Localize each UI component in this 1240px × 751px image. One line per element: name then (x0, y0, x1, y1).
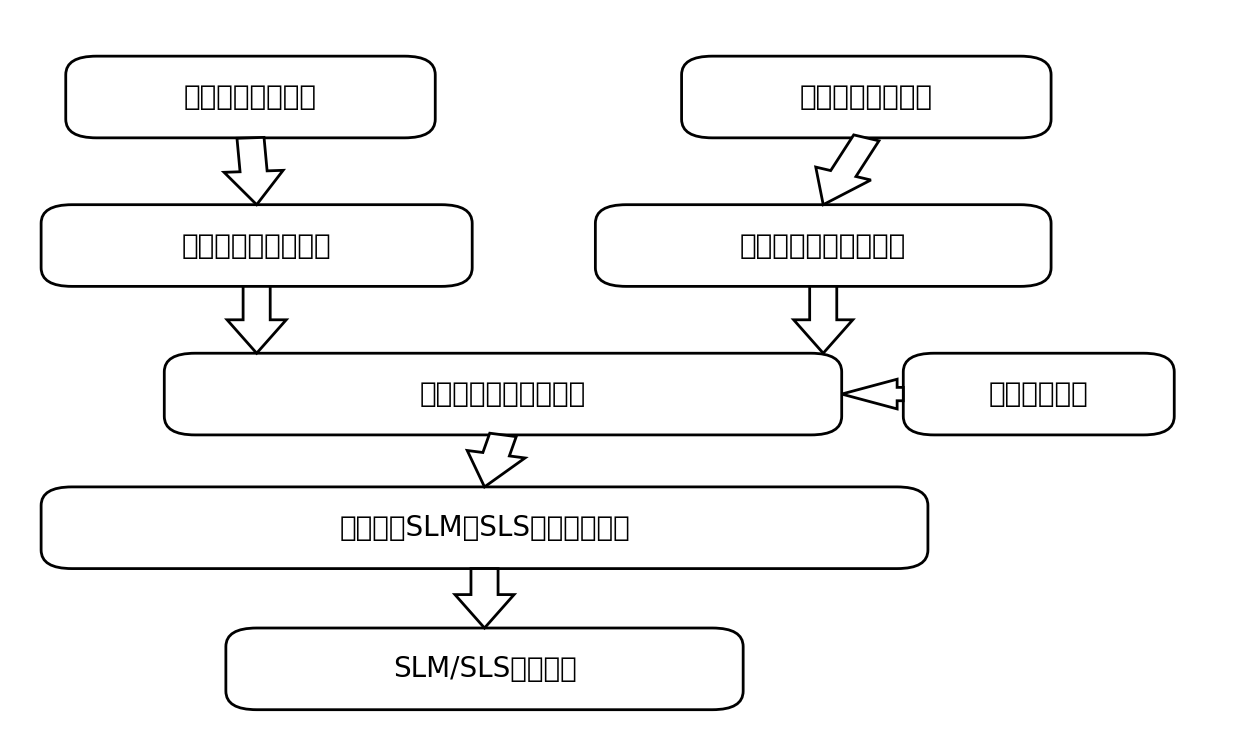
Polygon shape (467, 433, 525, 487)
Polygon shape (224, 137, 283, 205)
Text: 读取三维模型切片数据: 读取三维模型切片数据 (420, 380, 587, 408)
Polygon shape (794, 286, 853, 353)
FancyBboxPatch shape (595, 205, 1052, 286)
Polygon shape (816, 135, 879, 205)
Text: 分别设置SLM、SLS成形工艺参数: 分别设置SLM、SLS成形工艺参数 (340, 514, 630, 541)
FancyBboxPatch shape (164, 353, 842, 435)
Text: 将粉末装入送粉缸中: 将粉末装入送粉缸中 (182, 231, 331, 260)
FancyBboxPatch shape (903, 353, 1174, 435)
Text: SLM/SLS复合成形: SLM/SLS复合成形 (393, 655, 577, 683)
FancyBboxPatch shape (66, 56, 435, 138)
Text: 将粉末装入送粉喷头中: 将粉末装入送粉喷头中 (740, 231, 906, 260)
Polygon shape (227, 286, 286, 353)
Text: 建立三维模型: 建立三维模型 (988, 380, 1089, 408)
Text: 制备模具金属粉末: 制备模具金属粉末 (184, 83, 317, 111)
Polygon shape (455, 569, 515, 628)
FancyBboxPatch shape (41, 205, 472, 286)
Polygon shape (842, 379, 903, 409)
FancyBboxPatch shape (682, 56, 1052, 138)
Text: 制备疏水涂层粉末: 制备疏水涂层粉末 (800, 83, 932, 111)
FancyBboxPatch shape (41, 487, 928, 569)
FancyBboxPatch shape (226, 628, 743, 710)
